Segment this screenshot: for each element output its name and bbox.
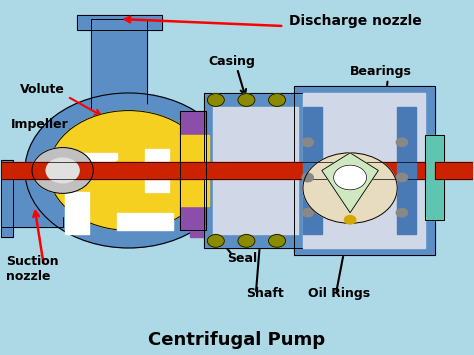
Text: Volute: Volute bbox=[20, 83, 65, 96]
Text: Discharge nozzle: Discharge nozzle bbox=[289, 14, 421, 28]
Text: Impeller: Impeller bbox=[11, 118, 69, 131]
Circle shape bbox=[207, 235, 224, 247]
Polygon shape bbox=[322, 153, 378, 213]
Bar bbox=[1, 170, 63, 227]
Bar bbox=[190, 223, 204, 237]
Bar bbox=[1, 160, 13, 237]
Circle shape bbox=[302, 208, 313, 217]
Circle shape bbox=[302, 173, 313, 182]
Bar bbox=[190, 118, 204, 132]
Text: Suction
nozzle: Suction nozzle bbox=[6, 255, 59, 283]
Bar bbox=[435, 162, 473, 179]
Circle shape bbox=[32, 148, 93, 193]
Bar bbox=[435, 162, 473, 179]
Circle shape bbox=[46, 158, 79, 183]
Bar bbox=[181, 110, 206, 230]
Circle shape bbox=[396, 208, 408, 217]
Bar bbox=[91, 19, 147, 125]
Bar bbox=[426, 135, 444, 220]
Circle shape bbox=[112, 158, 145, 183]
Bar bbox=[303, 107, 322, 234]
Bar bbox=[65, 192, 89, 234]
Bar bbox=[1, 162, 426, 179]
Bar bbox=[77, 16, 162, 29]
Circle shape bbox=[303, 153, 397, 223]
Bar bbox=[181, 135, 209, 206]
Circle shape bbox=[25, 93, 232, 248]
Circle shape bbox=[269, 94, 285, 106]
Bar bbox=[213, 107, 298, 234]
Circle shape bbox=[39, 104, 218, 237]
Text: Oil Rings: Oil Rings bbox=[308, 287, 370, 300]
Bar bbox=[181, 110, 206, 230]
Bar bbox=[1, 160, 13, 237]
Bar bbox=[303, 93, 426, 248]
Bar bbox=[426, 135, 444, 220]
Text: Casing: Casing bbox=[209, 55, 255, 68]
Circle shape bbox=[269, 235, 285, 247]
Circle shape bbox=[302, 138, 313, 147]
Bar bbox=[204, 93, 308, 248]
Text: Shaft: Shaft bbox=[246, 287, 284, 300]
Bar bbox=[77, 16, 162, 29]
Bar bbox=[1, 162, 426, 179]
Circle shape bbox=[396, 138, 408, 147]
Circle shape bbox=[396, 173, 408, 182]
Circle shape bbox=[345, 215, 356, 224]
Bar bbox=[1, 170, 63, 227]
Circle shape bbox=[238, 235, 255, 247]
Circle shape bbox=[207, 94, 224, 106]
Bar bbox=[145, 149, 169, 192]
Text: Bearings: Bearings bbox=[350, 65, 412, 78]
Bar bbox=[397, 107, 416, 234]
Bar bbox=[204, 93, 308, 248]
Circle shape bbox=[48, 110, 209, 230]
Circle shape bbox=[334, 165, 366, 190]
Bar bbox=[60, 153, 117, 170]
Bar bbox=[91, 19, 147, 125]
Bar bbox=[117, 213, 173, 230]
Text: Centrifugal Pump: Centrifugal Pump bbox=[148, 331, 326, 349]
Text: Seal: Seal bbox=[228, 252, 258, 265]
Bar bbox=[293, 86, 435, 255]
Bar bbox=[293, 86, 435, 255]
Circle shape bbox=[238, 94, 255, 106]
